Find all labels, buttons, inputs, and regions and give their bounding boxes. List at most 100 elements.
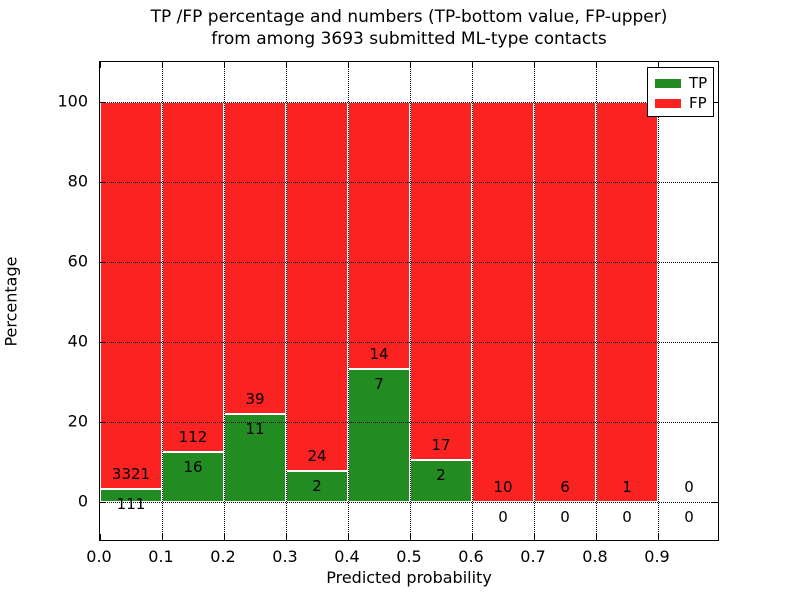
bars-layer: [100, 62, 718, 540]
gridline-vertical: [533, 62, 535, 540]
x-tick-label: 0.5: [396, 547, 422, 566]
fp-count-label: 14: [369, 344, 389, 363]
tp-count-label: 0: [684, 508, 694, 526]
x-tick-label: 0.8: [582, 547, 608, 566]
gridline-horizontal: [100, 102, 718, 103]
legend-label: FP: [689, 94, 707, 112]
bar-fp: [410, 102, 472, 460]
y-tick-mark-right: [712, 261, 718, 263]
tp-count-label: 111: [116, 495, 146, 514]
x-tick-mark: [409, 534, 411, 540]
x-tick-label: 0.0: [86, 547, 112, 566]
y-tick-mark: [100, 501, 106, 503]
tp-count-label: 16: [183, 458, 203, 476]
x-tick-label: 0.7: [520, 547, 546, 566]
x-tick-mark-top: [223, 62, 225, 68]
tp-legend-swatch: [655, 78, 681, 88]
tp-count-label: 7: [374, 374, 384, 393]
y-tick-mark-right: [712, 421, 718, 423]
tp-count-label: 0: [622, 508, 632, 526]
x-tick-mark-top: [161, 62, 163, 68]
gridline-vertical: [223, 62, 225, 540]
gridline-vertical: [471, 62, 473, 540]
fp-count-label: 1: [622, 478, 632, 496]
y-tick-mark-right: [712, 341, 718, 343]
bar-fp: [162, 102, 224, 452]
bar-fp: [472, 102, 534, 502]
tp-count-label: 2: [312, 477, 322, 496]
tp-count-label: 11: [245, 420, 265, 438]
fp-count-label: 10: [493, 478, 513, 496]
gridline-vertical: [657, 62, 659, 540]
x-tick-label: 0.3: [272, 547, 298, 566]
gridline-horizontal: [100, 422, 718, 423]
y-tick-label: 0: [77, 491, 88, 511]
x-tick-mark-top: [347, 62, 349, 68]
x-tick-mark: [99, 534, 101, 540]
gridline-horizontal: [100, 182, 718, 183]
fp-count-label: 112: [178, 428, 208, 446]
bar-fp: [596, 102, 658, 502]
bar-tp: [410, 459, 472, 502]
y-tick-mark: [100, 341, 106, 343]
y-axis-label: Percentage: [1, 256, 21, 347]
x-tick-mark: [657, 534, 659, 540]
bar-tp: [348, 368, 410, 502]
fp-legend-swatch: [655, 98, 681, 108]
legend-entry: FP: [655, 93, 713, 113]
chart-title-line2: from among 3693 submitted ML-type contac…: [211, 29, 607, 49]
bar-tp: [162, 452, 224, 502]
bar-fp: [100, 102, 162, 490]
y-tick-mark-right: [712, 101, 718, 103]
fp-count-label: 6: [560, 478, 570, 496]
chart-title: TP /FP percentage and numbers (TP-bottom…: [99, 6, 719, 50]
x-tick-mark-top: [595, 62, 597, 68]
y-tick-mark-right: [712, 501, 718, 503]
legend-entry: TP: [655, 73, 713, 93]
x-tick-label: 0.6: [458, 547, 484, 566]
x-tick-mark: [533, 534, 535, 540]
y-tick-label: 100: [57, 91, 88, 111]
x-tick-mark-top: [657, 62, 659, 68]
x-tick-mark-top: [99, 62, 101, 68]
bar-tp: [224, 414, 286, 502]
gridline-vertical: [347, 62, 349, 540]
x-tick-label: 0.2: [210, 547, 236, 566]
bar-fp: [348, 102, 410, 369]
y-tick-mark: [100, 261, 106, 263]
x-tick-mark: [347, 534, 349, 540]
y-tick-mark-right: [712, 181, 718, 183]
y-tick-mark: [100, 181, 106, 183]
y-tick-label: 60: [67, 251, 88, 271]
gridline-horizontal: [100, 342, 718, 343]
bar-tp: [286, 471, 348, 502]
chart-title-line1: TP /FP percentage and numbers (TP-bottom…: [150, 7, 668, 27]
plot-area: 3321 111 112 16 39 11 24 2 14 7 17 2 10 0 6 0 1 0 0 0 TP FP: [99, 61, 719, 541]
fp-count-label: 0: [684, 478, 694, 496]
bar-fp: [224, 102, 286, 414]
y-tick-label: 20: [67, 411, 88, 431]
legend-label: TP: [689, 74, 708, 92]
tick-marks-layer: [99, 62, 718, 540]
annotations-layer: 3321 111 112 16 39 11 24 2 14 7 17 2 10 0 6 0 1 0 0 0: [100, 62, 718, 540]
x-tick-mark: [285, 534, 287, 540]
y-tick-mark: [100, 421, 106, 423]
gridline-horizontal: [100, 502, 718, 503]
x-tick-mark-top: [471, 62, 473, 68]
gridline-vertical: [285, 62, 287, 540]
fp-count-label: 3321: [111, 465, 151, 484]
gridline-vertical: [409, 62, 411, 540]
x-tick-mark: [223, 534, 225, 540]
gridline-horizontal: [100, 262, 718, 263]
fp-count-label: 17: [431, 435, 451, 454]
bar-fp: [534, 102, 596, 502]
tp-count-label: 0: [498, 508, 508, 526]
x-tick-mark-top: [533, 62, 535, 68]
y-tick-label: 40: [67, 331, 88, 351]
y-tick-mark: [100, 101, 106, 103]
bar-fp: [286, 102, 348, 472]
tp-count-label: 2: [436, 465, 446, 484]
grid-layer: [100, 62, 718, 540]
x-tick-mark: [471, 534, 473, 540]
